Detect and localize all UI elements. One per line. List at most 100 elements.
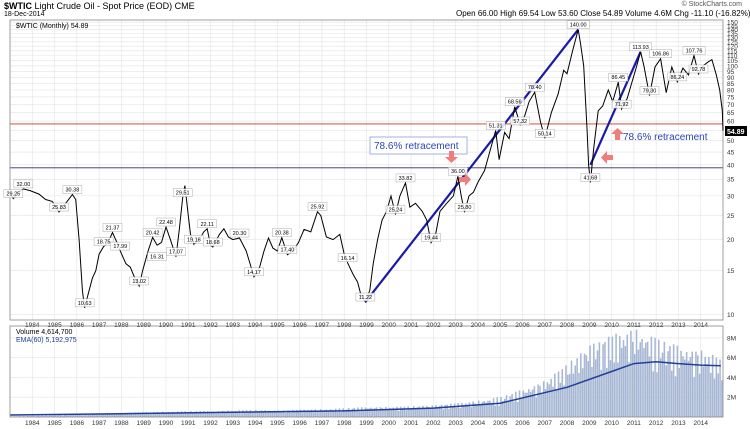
volume-x-tick-label: 1996 bbox=[292, 420, 307, 427]
volume-x-tick-label: 2004 bbox=[471, 420, 486, 427]
volume-bar bbox=[489, 400, 491, 417]
price-y-tick-label: 50 bbox=[727, 138, 735, 145]
price-data-label-box bbox=[244, 267, 264, 277]
price-data-label: 71.92 bbox=[615, 102, 629, 108]
price-data-label-box bbox=[93, 237, 114, 246]
price-data-label: 22.48 bbox=[159, 220, 173, 226]
volume-bar bbox=[100, 413, 103, 417]
volume-bar bbox=[266, 412, 268, 417]
price-x-tick-label: 1998 bbox=[337, 322, 352, 329]
volume-bar bbox=[282, 410, 285, 417]
volume-bar bbox=[208, 412, 211, 417]
price-data-label: 20.42 bbox=[146, 230, 160, 236]
price-data-label: 11.22 bbox=[359, 295, 372, 301]
volume-bar bbox=[191, 413, 194, 417]
volume-bar bbox=[366, 408, 369, 417]
volume-bar bbox=[80, 414, 83, 417]
volume-bar bbox=[598, 342, 601, 417]
volume-bar bbox=[26, 415, 29, 417]
volume-bar bbox=[600, 369, 603, 417]
volume-bar bbox=[290, 412, 292, 417]
price-data-label-box bbox=[229, 228, 250, 238]
price-data-label: 57.32 bbox=[513, 119, 527, 125]
volume-bar bbox=[212, 411, 214, 417]
volume-bar bbox=[353, 408, 356, 417]
volume-bar bbox=[548, 384, 551, 417]
volume-bar bbox=[121, 413, 123, 417]
volume-bar bbox=[407, 406, 409, 417]
price-data-label-box bbox=[580, 173, 601, 182]
volume-bar bbox=[292, 409, 294, 417]
volume-bar bbox=[567, 374, 569, 417]
volume-bar bbox=[533, 386, 536, 417]
volume-bar bbox=[648, 356, 651, 417]
volume-bar bbox=[483, 401, 486, 417]
price-data-label: 18.75 bbox=[97, 240, 111, 246]
volume-bar bbox=[279, 411, 281, 417]
volume-bar bbox=[641, 339, 643, 417]
price-data-label-box bbox=[3, 189, 24, 198]
volume-bar bbox=[74, 414, 77, 417]
price-x-tick-label: 1996 bbox=[292, 322, 307, 329]
price-data-label: 13.02 bbox=[132, 279, 146, 285]
volume-bar bbox=[593, 343, 595, 417]
volume-bar bbox=[656, 372, 658, 417]
volume-bar bbox=[321, 410, 324, 417]
price-data-label-box bbox=[62, 185, 83, 194]
volume-bar bbox=[672, 344, 675, 417]
volume-bar bbox=[464, 403, 467, 417]
volume-bar bbox=[682, 356, 684, 417]
price-data-label-box bbox=[649, 49, 672, 58]
price-data-label-box bbox=[688, 64, 709, 74]
price-data-label: 106.86 bbox=[652, 52, 669, 58]
volume-bar bbox=[509, 396, 512, 417]
volume-bar bbox=[544, 388, 547, 417]
volume-bar bbox=[37, 415, 40, 417]
volume-bar bbox=[355, 411, 357, 417]
volume-bar bbox=[173, 412, 175, 417]
price-data-label-box bbox=[566, 20, 590, 29]
volume-bar bbox=[264, 410, 266, 417]
volume-bar bbox=[138, 412, 140, 417]
volume-bar bbox=[110, 413, 112, 417]
volume-bar bbox=[563, 385, 565, 417]
volume-bar bbox=[251, 411, 253, 417]
volume-bar bbox=[357, 407, 359, 417]
price-x-tick-label: 2011 bbox=[627, 322, 641, 329]
price-data-label-box bbox=[535, 129, 555, 138]
volume-x-tick-label: 2012 bbox=[649, 420, 664, 427]
volume-bar bbox=[639, 342, 642, 417]
volume-bar bbox=[507, 401, 510, 417]
chg-label: Chg bbox=[674, 9, 689, 18]
volume-bar bbox=[351, 408, 354, 417]
retracement-box-left bbox=[369, 136, 468, 155]
price-x-tick-label: 2006 bbox=[515, 322, 530, 329]
volume-bar bbox=[633, 354, 636, 417]
volume-bar bbox=[203, 411, 205, 417]
price-y-tick-label: 70 bbox=[727, 102, 735, 109]
volume-bar bbox=[671, 370, 673, 417]
volume-bar bbox=[693, 376, 695, 417]
low-label: Low bbox=[541, 9, 556, 18]
volume-bar bbox=[444, 404, 447, 417]
price-x-tick-label: 1994 bbox=[248, 322, 263, 329]
volume-x-tick-label: 1995 bbox=[270, 420, 285, 427]
volume-bar bbox=[537, 384, 539, 417]
volume-bar bbox=[515, 391, 517, 417]
volume-bar bbox=[643, 348, 645, 417]
volume-bar bbox=[73, 414, 75, 417]
price-data-label-box bbox=[166, 247, 186, 256]
volume-bar bbox=[307, 410, 309, 417]
volume-bar bbox=[390, 408, 393, 417]
volume-bar bbox=[175, 412, 177, 417]
volume-bar bbox=[427, 406, 430, 417]
volume-bar bbox=[54, 415, 57, 417]
volume-bar bbox=[615, 333, 617, 417]
volume-bar bbox=[210, 411, 213, 417]
volume-bar bbox=[113, 413, 116, 417]
volume-bar bbox=[481, 402, 484, 417]
volume-bar bbox=[255, 409, 257, 417]
volume-bar bbox=[628, 362, 630, 417]
price-data-label: 33.82 bbox=[399, 176, 413, 182]
volume-bar bbox=[56, 415, 58, 417]
